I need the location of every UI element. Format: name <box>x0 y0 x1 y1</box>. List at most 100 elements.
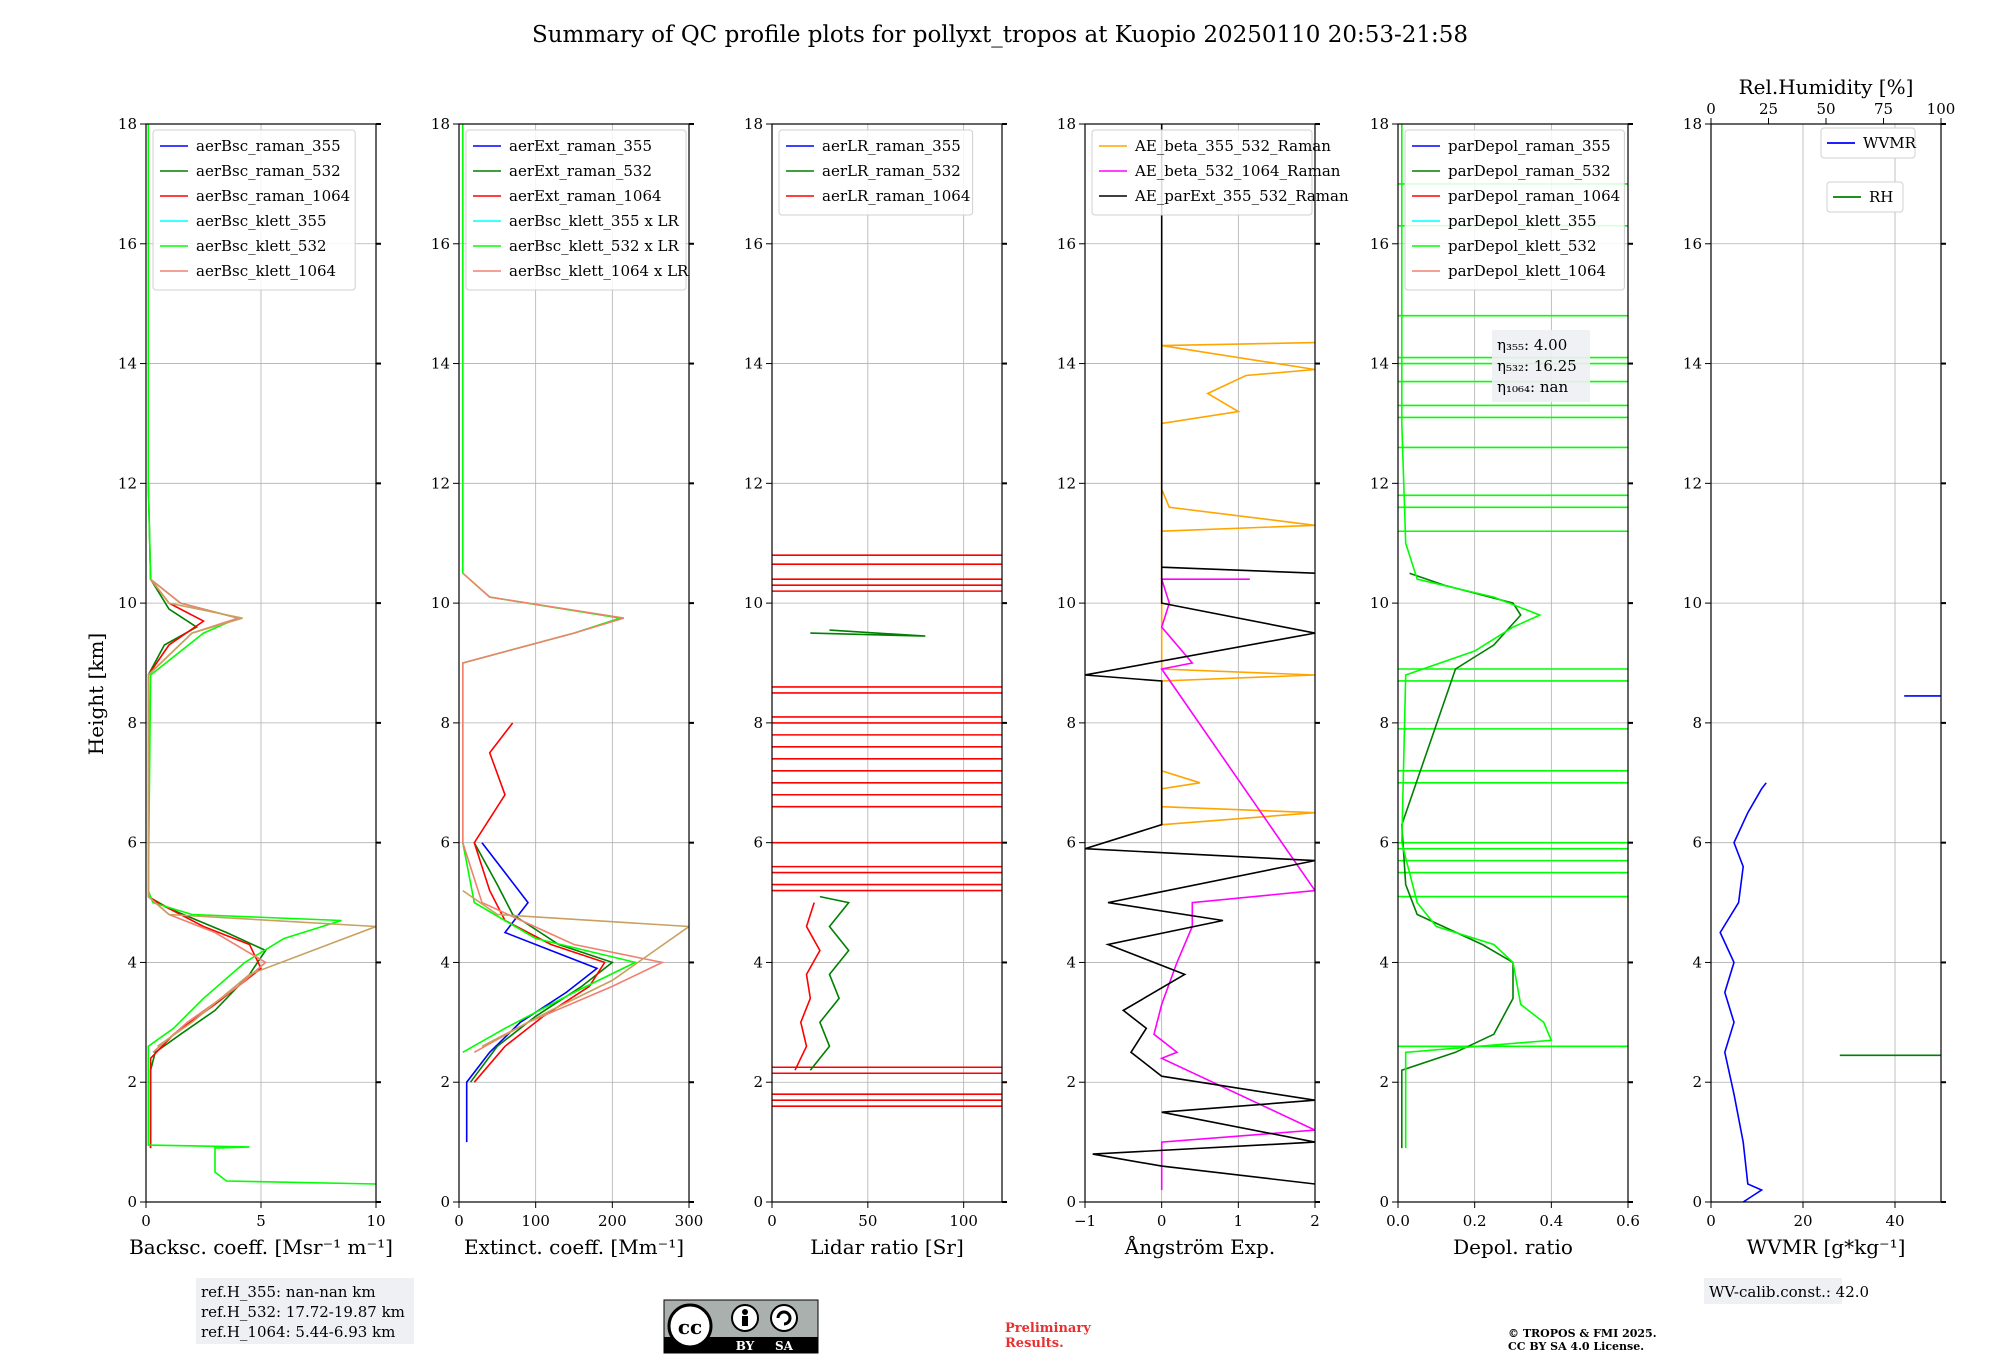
svg-text:cc: cc <box>678 1315 702 1339</box>
y-tick-label: 18 <box>1370 115 1389 133</box>
y-tick-label: 14 <box>431 355 450 373</box>
y-tick-label: 6 <box>127 834 137 852</box>
legend-entry: aerExt_raman_1064 <box>509 187 662 205</box>
x-tick-label: 0.4 <box>1539 1212 1563 1230</box>
legend-entry: parDepol_raman_355 <box>1448 137 1611 155</box>
x-axis-label: Extinct. coeff. [Mm⁻¹] <box>464 1235 684 1259</box>
legend-entry: aerLR_raman_1064 <box>822 187 970 205</box>
x-axis-label: Depol. ratio <box>1453 1235 1573 1259</box>
x-tick-label: 0 <box>454 1212 464 1230</box>
y-tick-label: 6 <box>1692 834 1702 852</box>
series-parDepol_klett_532 <box>1400 124 1553 1149</box>
x-tick-label: 300 <box>675 1212 704 1230</box>
y-tick-label: 14 <box>744 355 763 373</box>
x-tick-label: −1 <box>1074 1212 1096 1230</box>
y-tick-label: 18 <box>431 115 450 133</box>
panel-lr: 0 50 100 0 2 4 6 8 10 12 14 16 18 Lidar ratio [Sr] aer… <box>744 115 1007 1259</box>
series-WVMR <box>1719 782 1767 1202</box>
y-tick-label: 4 <box>1692 953 1702 971</box>
eta-355-label: η₃₅₅: 4.00 <box>1497 336 1567 354</box>
legend-entry: aerLR_raman_532 <box>822 162 961 180</box>
x-tick-label: 0 <box>767 1212 777 1230</box>
top-x-axis-label: Rel.Humidity [%] <box>1739 75 1914 99</box>
legend-entry: aerLR_raman_355 <box>822 137 961 155</box>
legend-entry: aerBsc_klett_355 <box>196 212 327 230</box>
legend-box <box>465 129 687 291</box>
cc-license-logo: cc BY SA <box>663 1299 819 1354</box>
legend-entry: AE_beta_532_1064_Raman <box>1134 162 1341 180</box>
legend-entry: aerExt_raman_355 <box>509 137 652 155</box>
y-tick-label: 10 <box>431 594 450 612</box>
legend-entry: parDepol_raman_1064 <box>1448 187 1620 205</box>
y-tick-label: 14 <box>1057 355 1076 373</box>
legend-entry: aerBsc_klett_1064 x LR <box>509 262 689 280</box>
legend-box <box>778 129 974 216</box>
series-AE_beta_355_532_Raman <box>1160 341 1315 826</box>
cc-sa-label: SA <box>775 1339 794 1353</box>
wv-calib-label: WV-calib.const.: 42.0 <box>1709 1283 1869 1301</box>
x-tick-label: 100 <box>949 1212 978 1230</box>
y-tick-label: 0 <box>127 1193 137 1211</box>
y-tick-label: 2 <box>440 1073 450 1091</box>
share-alike-icon <box>770 1304 798 1332</box>
y-tick-label: 12 <box>118 474 137 492</box>
series-aerExt_tan <box>462 889 689 1048</box>
legend-entry: parDepol_klett_532 <box>1448 237 1597 255</box>
refh-1064-label: ref.H_1064: 5.44-6.93 km <box>201 1323 395 1341</box>
data-ext <box>461 124 689 1143</box>
series-aerExt_raman_532 <box>469 842 614 1083</box>
x-tick-label: 10 <box>366 1212 385 1230</box>
y-tick-label: 4 <box>753 953 763 971</box>
y-tick-label: 18 <box>744 115 763 133</box>
y-tick-label: 10 <box>118 594 137 612</box>
y-tick-label: 16 <box>431 235 450 253</box>
x-tick-label: 100 <box>521 1212 550 1230</box>
x-tick-label: 0 <box>141 1212 151 1230</box>
panel-bsc: 0 5 10 0 2 4 6 8 10 12 14 16 18 Backsc. coeff. [Msr⁻¹… <box>118 115 393 1259</box>
data-ae <box>1085 124 1315 1190</box>
y-axis-label: Height [km] <box>84 633 108 755</box>
y-tick-label: 0 <box>1379 1193 1389 1211</box>
legend-box <box>152 129 356 291</box>
legend-entry: parDepol_klett_355 <box>1448 212 1597 230</box>
x-tick-label: 0.6 <box>1616 1212 1640 1230</box>
x-tick-label: 0 <box>1706 1212 1716 1230</box>
x-axis-label: Lidar ratio [Sr] <box>810 1235 964 1259</box>
y-tick-label: 8 <box>1692 714 1702 732</box>
series-aerBsc_raman_532 <box>147 483 267 1149</box>
x-tick-label: 0 <box>1157 1212 1167 1230</box>
y-tick-label: 14 <box>1683 355 1702 373</box>
y-tick-label: 4 <box>440 953 450 971</box>
y-tick-label: 8 <box>440 714 450 732</box>
refh-355-label: ref.H_355: nan-nan km <box>201 1283 376 1301</box>
cc-by-label: BY <box>736 1339 755 1353</box>
x-tick-label: 1 <box>1234 1212 1244 1230</box>
legend-box <box>1091 129 1313 216</box>
y-tick-label: 10 <box>1057 594 1076 612</box>
top-x-tick-label: 25 <box>1759 100 1778 118</box>
y-tick-label: 4 <box>1379 953 1389 971</box>
y-tick-label: 18 <box>1683 115 1702 133</box>
y-tick-label: 8 <box>127 714 137 732</box>
series-aerBsc_raman_1064 <box>147 578 263 1149</box>
legend-entry: aerBsc_klett_355 x LR <box>509 212 680 230</box>
top-x-tick-label: 75 <box>1874 100 1893 118</box>
reference-height-box: ref.H_355: nan-nan km ref.H_532: 17.72-1… <box>196 1278 414 1344</box>
panel-dep: 0.0 0.2 0.4 0.6 0 2 4 6 8 10 12 14 16 18 Depol. ratio p… <box>1370 115 1640 1259</box>
legend-entry: aerBsc_raman_1064 <box>196 187 350 205</box>
y-tick-label: 8 <box>1379 714 1389 732</box>
y-tick-label: 12 <box>744 474 763 492</box>
x-axis-label: WVMR [g*kg⁻¹] <box>1747 1235 1906 1259</box>
series-aerBsc_tan <box>147 578 376 1047</box>
y-tick-label: 12 <box>1057 474 1076 492</box>
legend-ext: aerExt_raman_355 aerExt_raman_532 aerExt_r… <box>465 129 689 291</box>
top-x-tick-label: 0 <box>1706 100 1716 118</box>
license-label: CC BY SA 4.0 License. <box>1508 1340 1644 1353</box>
series-parDepol_raman_532 <box>1400 572 1522 1149</box>
legend-entry: aerBsc_raman_532 <box>196 162 341 180</box>
series-aerExt_raman_1064 <box>473 722 606 1083</box>
y-tick-label: 0 <box>1066 1193 1076 1211</box>
legend-entry: RH <box>1869 188 1893 206</box>
axes-frame <box>1084 123 1316 1203</box>
